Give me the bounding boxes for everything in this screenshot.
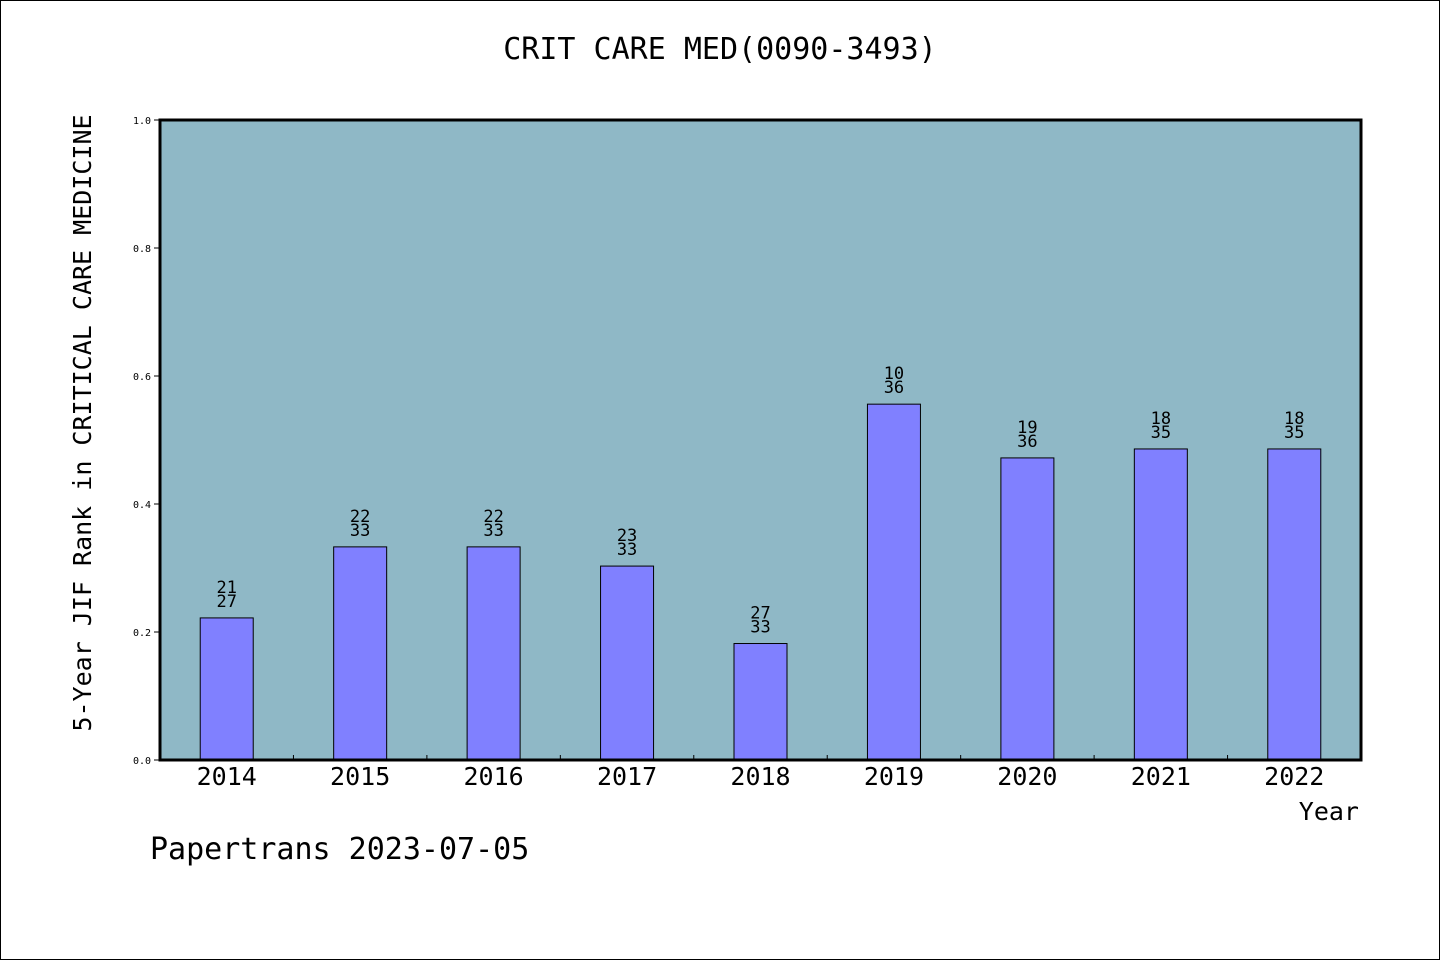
bar	[733, 643, 788, 761]
bar-rank-label: 10	[884, 364, 904, 384]
bar	[333, 546, 388, 761]
y-tick-label: 0.6	[133, 372, 151, 383]
bar	[600, 565, 655, 761]
bar-total-label: 36	[1017, 432, 1037, 452]
bar	[866, 403, 921, 761]
bar-total-label: 33	[617, 540, 637, 560]
bar-rank-label: 22	[483, 507, 503, 527]
bar-rank-label: 27	[750, 604, 770, 624]
x-tick-label: 2016	[464, 762, 524, 791]
x-tick-label: 2018	[730, 762, 790, 791]
bar-total-label: 33	[350, 521, 370, 541]
bar	[1267, 448, 1322, 761]
x-axis-label: Year	[1299, 797, 1359, 826]
footer-credit: Papertrans 2023-07-05	[150, 832, 530, 867]
bar-rank-label: 21	[216, 578, 236, 598]
x-tick-label: 2020	[997, 762, 1057, 791]
bar-total-label: 35	[1151, 423, 1171, 443]
bar-rank-label: 18	[1284, 409, 1304, 429]
y-tick-label: 1.0	[133, 116, 151, 127]
bar	[199, 617, 254, 761]
bar-total-label: 33	[750, 618, 770, 638]
y-tick-label: 0.2	[133, 628, 151, 639]
x-tick-label: 2019	[864, 762, 924, 791]
bar-rank-label: 18	[1151, 409, 1171, 429]
x-tick-label: 2022	[1264, 762, 1324, 791]
y-tick-label: 0.0	[133, 756, 151, 767]
bar	[1133, 448, 1188, 761]
bar-total-label: 33	[483, 521, 503, 541]
bar-total-label: 35	[1284, 423, 1304, 443]
bar	[466, 546, 521, 761]
bar	[1000, 457, 1055, 761]
bar-rank-label: 22	[350, 507, 370, 527]
x-tick-label: 2021	[1131, 762, 1191, 791]
y-axis-label: 5-Year JIF Rank in CRITICAL CARE MEDICIN…	[68, 114, 97, 731]
bar-rank-label: 19	[1017, 418, 1037, 438]
x-tick-label: 2017	[597, 762, 657, 791]
x-tick-label: 2015	[330, 762, 390, 791]
plot-border	[158, 118, 1363, 762]
bar-rank-label: 23	[617, 526, 637, 546]
y-tick-label: 0.4	[133, 500, 151, 511]
x-tick-label: 2014	[197, 762, 257, 791]
bar-total-label: 27	[216, 592, 236, 612]
bar-total-label: 36	[884, 378, 904, 398]
chart-title: CRIT CARE MED(0090-3493)	[503, 32, 937, 67]
y-tick-label: 0.8	[133, 244, 151, 255]
